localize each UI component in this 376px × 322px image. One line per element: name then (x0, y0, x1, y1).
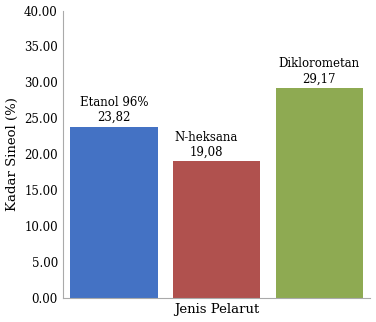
Text: Diklorometan
29,17: Diklorometan 29,17 (279, 58, 360, 85)
Text: N-heksana
19,08: N-heksana 19,08 (174, 131, 238, 159)
Bar (276, 88, 363, 298)
Y-axis label: Kadar Sineol (%): Kadar Sineol (%) (6, 97, 18, 211)
Bar (70, 127, 158, 298)
Text: Etanol 96%
23,82: Etanol 96% 23,82 (80, 96, 148, 124)
Bar (173, 161, 260, 298)
X-axis label: Jenis Pelarut: Jenis Pelarut (174, 303, 259, 317)
